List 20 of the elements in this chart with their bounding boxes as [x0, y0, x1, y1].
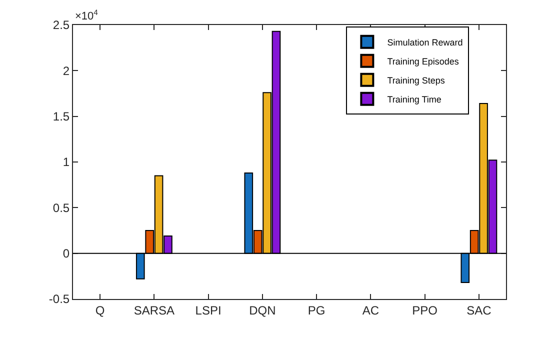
x-tick-label: SARSA — [134, 303, 175, 318]
y-tick-label: 2.5 — [52, 18, 70, 32]
text: ×10$^{4}$ — [75, 8, 99, 23]
x-tick-label: LSPI — [195, 303, 222, 318]
legend-label: Simulation Reward — [387, 37, 463, 48]
y-tick-label: 0.5 — [52, 200, 70, 215]
y-tick-label: 1 — [62, 155, 70, 170]
x-tick-label: DQN — [249, 303, 276, 318]
y-tick-label: 0 — [62, 246, 70, 261]
x-tick-label: SAC — [466, 303, 492, 318]
y-tick-label: 1.5 — [52, 110, 70, 124]
x-tick-label: PG — [308, 303, 326, 318]
x-tick-label: AC — [362, 303, 380, 318]
y-tick-label: -0.5 — [48, 292, 70, 306]
legend-label: Training Steps — [387, 75, 446, 86]
legend-label: Training Time — [387, 94, 442, 104]
x-tick-label: Q — [95, 303, 105, 318]
y-tick-label: 2 — [62, 64, 70, 78]
legend-label: Training Episodes — [387, 56, 460, 66]
x-tick-label: PPO — [412, 303, 438, 318]
